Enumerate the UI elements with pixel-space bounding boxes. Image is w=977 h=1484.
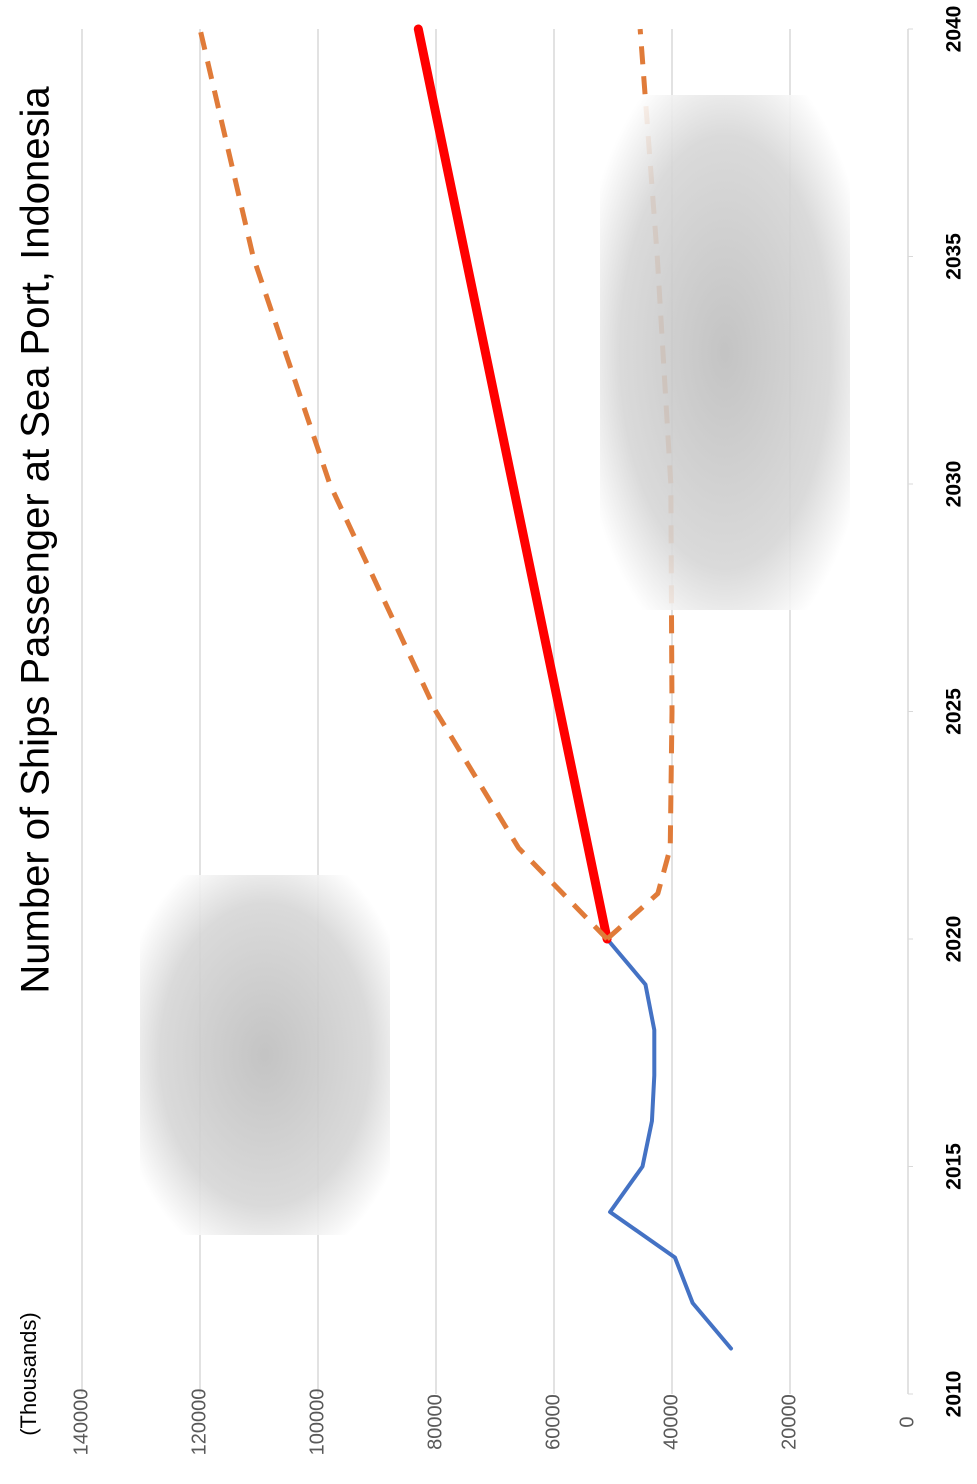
rotated-plot: 0 20000 40000 60000 80000 100000 120000 140000 2… <box>14 6 966 1456</box>
y-tick-label: 60000 <box>542 1394 564 1450</box>
x-tick-label: 2025 <box>943 688 966 735</box>
y-tick-label: 0 <box>896 1416 918 1427</box>
y-tick-label: 100000 <box>306 1389 328 1456</box>
ship-photo <box>140 875 390 1235</box>
grid: 0 20000 40000 60000 80000 100000 120000 140000 2… <box>70 6 965 1456</box>
x-tick-label: 2010 <box>943 1371 966 1418</box>
series-line <box>605 937 733 1351</box>
y-tick-label: 120000 <box>188 1389 210 1456</box>
port-photo <box>600 95 850 610</box>
y-tick-label: 80000 <box>424 1394 446 1450</box>
y-axis-label: (Thousands) <box>16 1312 41 1436</box>
series-line <box>413 24 612 944</box>
series-line <box>197 28 609 941</box>
x-tick-label: 2020 <box>943 916 966 963</box>
y-tick-label: 140000 <box>70 1389 92 1456</box>
x-tick-label: 2015 <box>943 1143 966 1190</box>
y-tick-label: 40000 <box>660 1394 682 1450</box>
chart-title: Number of Ships Passenger at Sea Port, I… <box>14 86 58 994</box>
x-tick-label: 2040 <box>943 6 966 53</box>
x-tick-label: 2035 <box>943 233 966 280</box>
x-tick-label: 2030 <box>943 461 966 508</box>
y-tick-label: 20000 <box>778 1394 800 1450</box>
